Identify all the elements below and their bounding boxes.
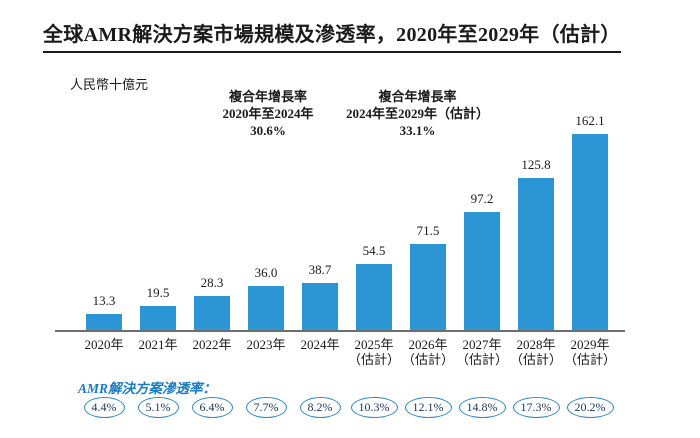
x-axis-label-2020: 2020年: [77, 337, 131, 367]
penetration-value-badge: 17.3%: [512, 397, 560, 418]
cagr-annotation-2024-2029: 複合年增長率 2024年至2029年（估計） 33.1%: [320, 88, 515, 139]
year-note: （估計）: [509, 352, 562, 367]
x-axis-label-2021: 2021年: [131, 337, 185, 367]
penetration-value-badge: 14.8%: [458, 397, 506, 418]
bar-value-label: 28.3: [200, 274, 224, 290]
bar-value-label: 19.5: [146, 285, 170, 301]
x-axis-label-2024: 2024年: [293, 337, 347, 367]
penetration-cell-2027: 14.8%: [455, 397, 509, 418]
bar-column-2022: 28.3: [185, 100, 239, 330]
bar-column-2026: 71.5: [401, 100, 455, 330]
bar-column-2029: 162.1: [563, 100, 617, 330]
penetration-value-badge: 5.1%: [137, 397, 179, 418]
penetration-value-badge: 8.2%: [299, 397, 341, 418]
penetration-value-badge: 7.7%: [245, 397, 287, 418]
penetration-cell-2021: 5.1%: [131, 397, 185, 418]
bar-column-2023: 36.0: [239, 100, 293, 330]
year-label: 2029年: [570, 337, 610, 352]
bar-column-2027: 97.2: [455, 100, 509, 330]
penetration-value-badge: 6.4%: [191, 397, 233, 418]
cagr-annotation-value: 33.1%: [399, 123, 436, 138]
year-label: 2021年: [138, 337, 178, 352]
cagr-annotation-2020-2024: 複合年增長率 2020年至2024年 30.6%: [188, 88, 348, 139]
bar-column-2028: 125.8: [509, 100, 563, 330]
penetration-cell-2028: 17.3%: [509, 397, 563, 418]
bar-value-label: 125.8: [521, 156, 551, 172]
year-label: 2024年: [300, 337, 340, 352]
bar-value-label: 162.1: [575, 112, 605, 128]
x-axis-label-2025: 2025年 （估計）: [347, 337, 401, 367]
year-note: （估計）: [455, 352, 508, 367]
bar-column-2025: 54.5: [347, 100, 401, 330]
penetration-cell-2025: 10.3%: [347, 397, 401, 418]
bar-2027: [464, 212, 500, 330]
year-note: （估計）: [347, 352, 400, 367]
year-label: 2027年: [462, 337, 502, 352]
bar-2028: [518, 177, 554, 330]
year-note: （估計）: [401, 352, 454, 367]
bar-2022: [194, 295, 230, 330]
x-axis-label-2022: 2022年: [185, 337, 239, 367]
bar-column-2020: 13.3: [77, 100, 131, 330]
x-axis-label-2027: 2027年 （估計）: [455, 337, 509, 367]
x-axis-line: [55, 330, 625, 332]
bar-value-label: 54.5: [362, 243, 386, 259]
bar-value-label: 36.0: [254, 265, 278, 281]
year-label: 2023年: [246, 337, 286, 352]
year-note: （估計）: [563, 352, 616, 367]
bar-value-label: 38.7: [308, 262, 332, 278]
penetration-cell-2024: 8.2%: [293, 397, 347, 418]
bar-2020: [86, 313, 122, 330]
x-axis-label-2029: 2029年 （估計）: [563, 337, 617, 367]
bar-2025: [356, 264, 392, 330]
year-label: 2020年: [84, 337, 124, 352]
penetration-cell-2026: 12.1%: [401, 397, 455, 418]
year-label: 2028年: [516, 337, 556, 352]
cagr-annotation-title: 複合年增長率: [378, 89, 457, 104]
penetration-cell-2022: 6.4%: [185, 397, 239, 418]
chart-title: 全球AMR解決方案市場規模及滲透率，2020年至2029年（估計）: [43, 18, 621, 53]
y-axis-unit-label: 人民幣十億元: [70, 77, 149, 92]
penetration-series-label: AMR解決方案滲透率：: [78, 381, 217, 396]
bar-chart-plot-area: 13.3 19.5 28.3 36.0 38.7 54.5 71.5 97.2 …: [77, 100, 617, 330]
penetration-value-badge: 12.1%: [404, 397, 452, 418]
year-label: 2026年: [408, 337, 448, 352]
bar-value-label: 13.3: [92, 292, 116, 308]
bar-column-2021: 19.5: [131, 100, 185, 330]
penetration-cell-2029: 20.2%: [563, 397, 617, 418]
bar-column-2024: 38.7: [293, 100, 347, 330]
bar-2024: [302, 283, 338, 330]
bar-value-label: 71.5: [416, 222, 440, 238]
bar-2026: [410, 243, 446, 330]
cagr-annotation-period: 2024年至2029年（估計）: [345, 106, 489, 121]
penetration-cell-2020: 4.4%: [77, 397, 131, 418]
penetration-cell-2023: 7.7%: [239, 397, 293, 418]
bar-2023: [248, 286, 284, 330]
bar-value-label: 97.2: [470, 191, 494, 207]
penetration-value-badge: 20.2%: [566, 397, 614, 418]
x-axis-labels-row: 2020年 2021年 2022年 2023年 2024年 2025年 （估計）…: [77, 337, 617, 367]
bar-2029: [572, 133, 608, 330]
year-label: 2022年: [192, 337, 232, 352]
penetration-values-row: 4.4% 5.1% 6.4% 7.7% 8.2% 10.3% 12.1% 14.…: [77, 397, 617, 418]
x-axis-label-2023: 2023年: [239, 337, 293, 367]
x-axis-label-2026: 2026年 （估計）: [401, 337, 455, 367]
x-axis-label-2028: 2028年 （估計）: [509, 337, 563, 367]
cagr-annotation-title: 複合年增長率: [228, 89, 307, 104]
cagr-annotation-value: 30.6%: [250, 123, 286, 138]
bar-2021: [140, 306, 176, 330]
year-label: 2025年: [354, 337, 394, 352]
cagr-annotation-period: 2020年至2024年: [222, 106, 314, 121]
penetration-value-badge: 4.4%: [83, 397, 125, 418]
penetration-value-badge: 10.3%: [350, 397, 398, 418]
